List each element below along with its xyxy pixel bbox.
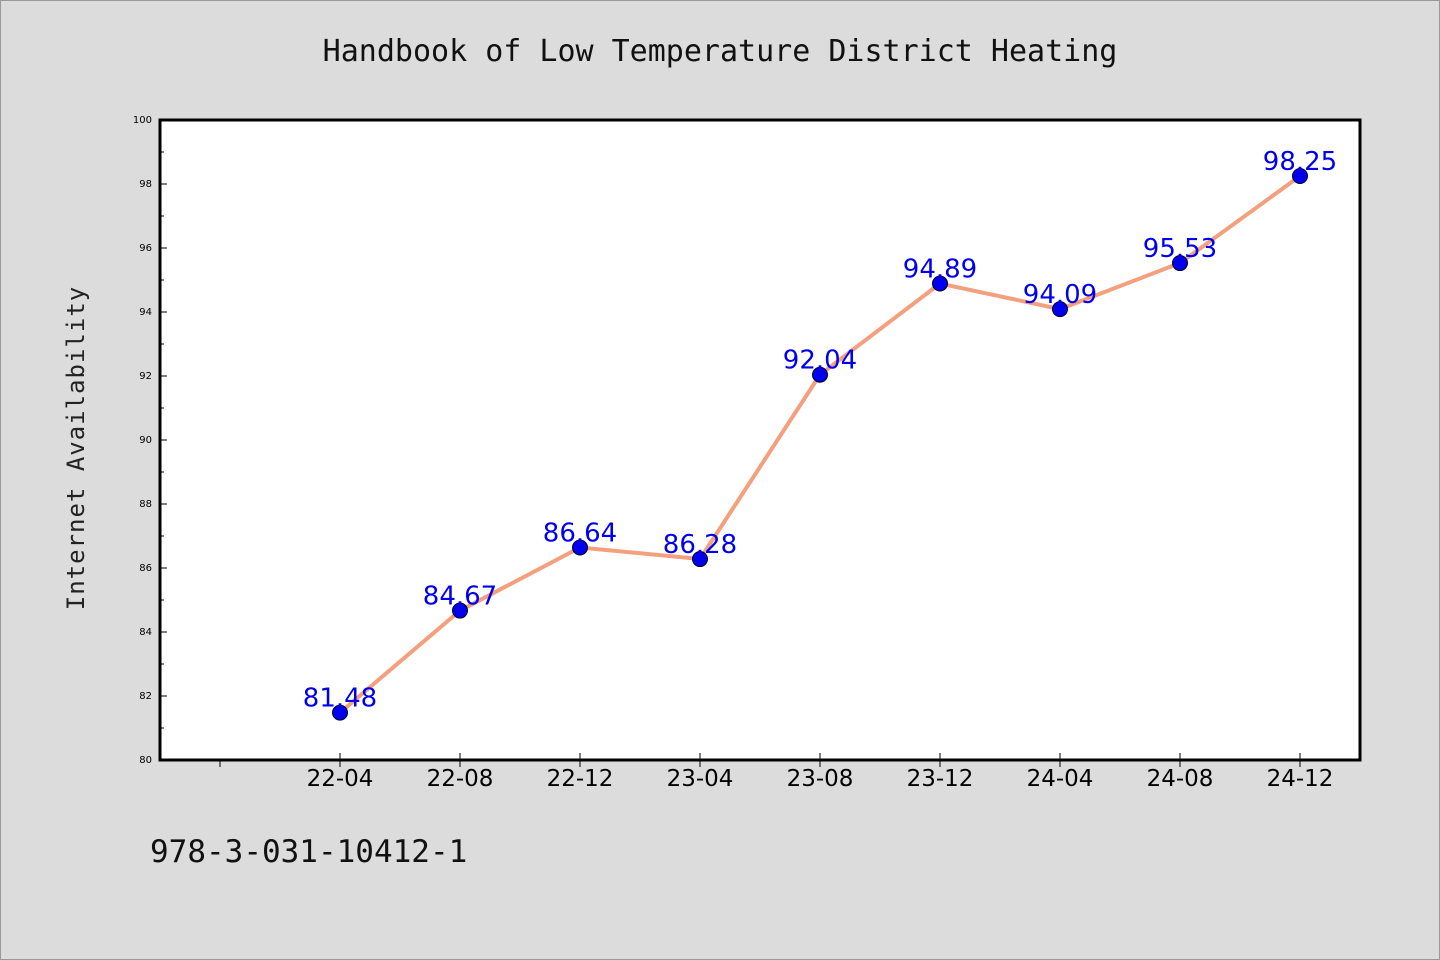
- y-tick-label: 86: [139, 563, 152, 574]
- data-label: 94.09: [1023, 280, 1097, 310]
- data-point: [932, 275, 948, 292]
- y-tick-label: 98: [139, 179, 152, 190]
- x-tick-label: 22-08: [427, 766, 494, 792]
- x-tick-label: 24-04: [1027, 766, 1094, 792]
- data-label: 94.89: [903, 255, 977, 285]
- data-labels: 81.48 84.67 86.64 86.28 92.04 94.89 94.09 95.53…: [303, 147, 1337, 714]
- y-tick-label: 82: [139, 691, 152, 702]
- y-tick-label: 100: [133, 115, 152, 126]
- data-label: 95.53: [1143, 234, 1217, 264]
- plot-area: [160, 120, 1360, 760]
- y-tick-label: 96: [139, 243, 152, 254]
- y-tick-label: 94: [139, 307, 152, 318]
- x-tick-label: 24-12: [1267, 766, 1334, 792]
- x-tick-label: 22-12: [547, 766, 614, 792]
- data-point: [1052, 301, 1068, 318]
- data-label: 86.28: [663, 530, 737, 560]
- data-label: 86.64: [543, 519, 617, 549]
- plot-border: [158, 118, 1362, 762]
- series-layer: [332, 168, 1308, 721]
- x-tick-label: 23-08: [787, 766, 854, 792]
- y-tick-label: 90: [139, 435, 152, 446]
- chart-title: Handbook of Low Temperature District Hea…: [322, 34, 1118, 69]
- data-point: [572, 539, 588, 556]
- x-tick-label: 23-12: [907, 766, 974, 792]
- data-label: 84.67: [423, 582, 497, 612]
- y-tick-label: 92: [139, 371, 152, 382]
- data-point: [812, 366, 828, 383]
- data-point: [332, 704, 348, 721]
- axis-ticks: 80 82 84 86 88 90 92 94 96 98 100 22-04 22-08 22-12 23…: [133, 115, 1334, 792]
- data-point: [452, 602, 468, 619]
- data-point: [1172, 255, 1188, 272]
- x-tick-label: 24-08: [1147, 766, 1214, 792]
- data-point: [1292, 168, 1308, 184]
- y-tick-label: 84: [139, 627, 152, 638]
- y-tick-label: 88: [139, 499, 152, 510]
- x-tick-label: 22-04: [307, 766, 374, 792]
- data-label: 81.48: [303, 684, 377, 714]
- data-point: [692, 551, 708, 568]
- isbn-footer: 978-3-031-10412-1: [150, 834, 468, 870]
- data-label: 98.25: [1263, 147, 1337, 177]
- data-label: 92.04: [783, 346, 857, 376]
- y-tick-label: 80: [139, 755, 152, 766]
- x-tick-label: 23-04: [667, 766, 734, 792]
